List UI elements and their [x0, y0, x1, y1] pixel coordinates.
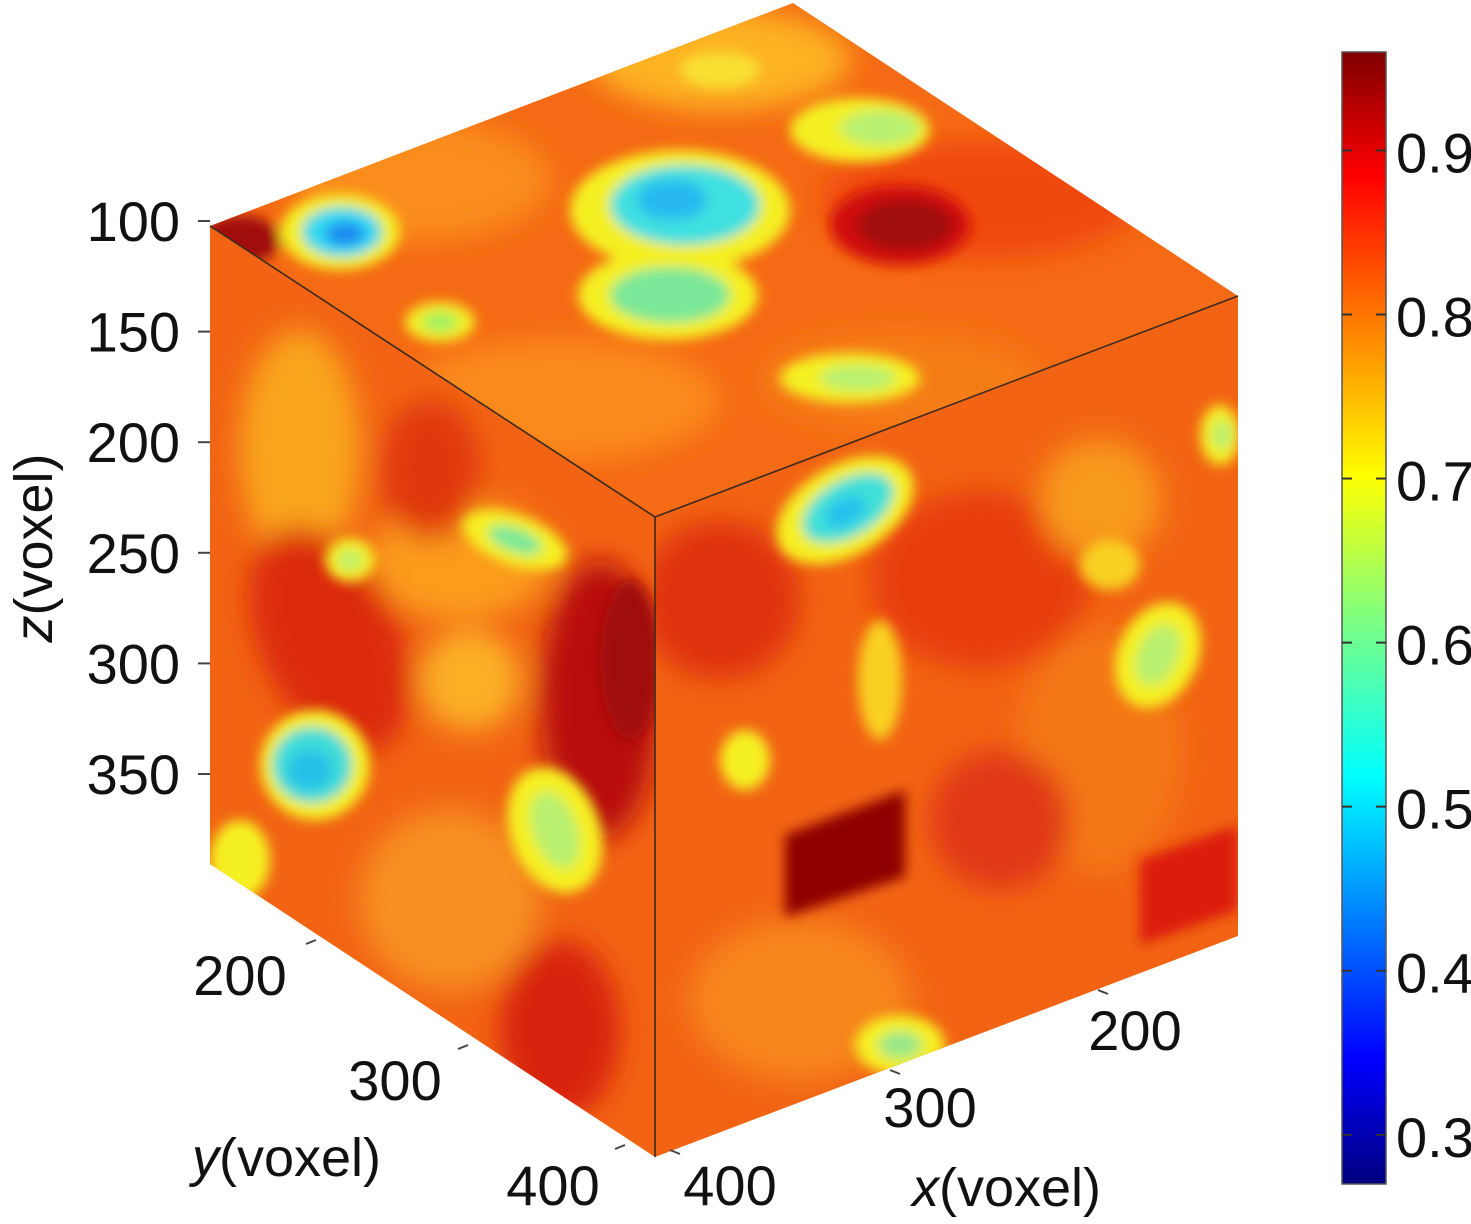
x-tick-label: 200	[1088, 999, 1181, 1062]
x-axis-label: x(voxel)	[909, 1158, 1101, 1218]
colorbar-tick-label: 0.3	[1396, 1106, 1471, 1169]
z-tick-labels: 100 150 200 250 300 350	[87, 190, 180, 806]
colorbar-tick-label: 0.7	[1396, 450, 1471, 513]
y-tick-mark	[457, 1044, 469, 1050]
z-tick-label: 250	[87, 522, 180, 585]
cube-edges	[209, 225, 1239, 1157]
x-tick-mark	[669, 1149, 681, 1155]
cube-left-face	[210, 226, 655, 1157]
colorbar-tick-labels: 0.3 0.4 0.5 0.6 0.7 0.8 0.9	[1396, 121, 1471, 1168]
colorbar-gradient	[1341, 51, 1387, 1185]
z-tick-label: 100	[87, 190, 180, 253]
y-tick-label: 200	[193, 944, 286, 1007]
z-tick-label: 350	[87, 743, 180, 806]
colorbar-tick-label: 0.8	[1396, 285, 1471, 348]
colorbar-tick-label: 0.5	[1396, 778, 1471, 841]
colorbar-tick-label: 0.6	[1396, 614, 1471, 677]
x-tick-mark	[1097, 989, 1109, 995]
y-tick-mark	[305, 939, 317, 945]
colorbar-tick-marks	[1342, 149, 1386, 1136]
y-tick-label: 400	[506, 1154, 599, 1217]
z-tick-marks	[198, 220, 210, 775]
z-tick-label: 200	[87, 411, 180, 474]
colorbar: 0.3 0.4 0.5 0.6 0.7 0.8 0.9	[1341, 51, 1471, 1185]
y-axis-label: y(voxel)	[188, 1128, 381, 1188]
colorbar-tick-label: 0.4	[1396, 942, 1471, 1005]
x-tick-label: 300	[883, 1076, 976, 1139]
x-tick-mark	[889, 1069, 901, 1075]
y-tick-marks	[305, 939, 626, 1150]
y-tick-mark	[614, 1144, 626, 1150]
y-tick-labels: 200 300 400	[193, 944, 599, 1217]
z-axis-label: z(voxel)	[4, 453, 64, 643]
x-axis: 200 300 400 x(voxel)	[669, 989, 1182, 1218]
colorbar-tick-label: 0.9	[1396, 121, 1471, 184]
z-axis: 100 150 200 250 300 350 z(voxel)	[4, 190, 210, 806]
y-tick-label: 300	[348, 1049, 441, 1112]
y-axis: 200 300 400 y(voxel)	[188, 939, 626, 1217]
z-tick-label: 150	[87, 301, 180, 364]
cube-top-face	[210, 3, 1238, 517]
cube-right-face	[655, 296, 1238, 1157]
x-tick-marks	[669, 989, 1109, 1155]
x-tick-labels: 200 300 400	[683, 999, 1181, 1217]
z-tick-label: 300	[87, 632, 180, 695]
x-tick-label: 400	[683, 1154, 776, 1217]
